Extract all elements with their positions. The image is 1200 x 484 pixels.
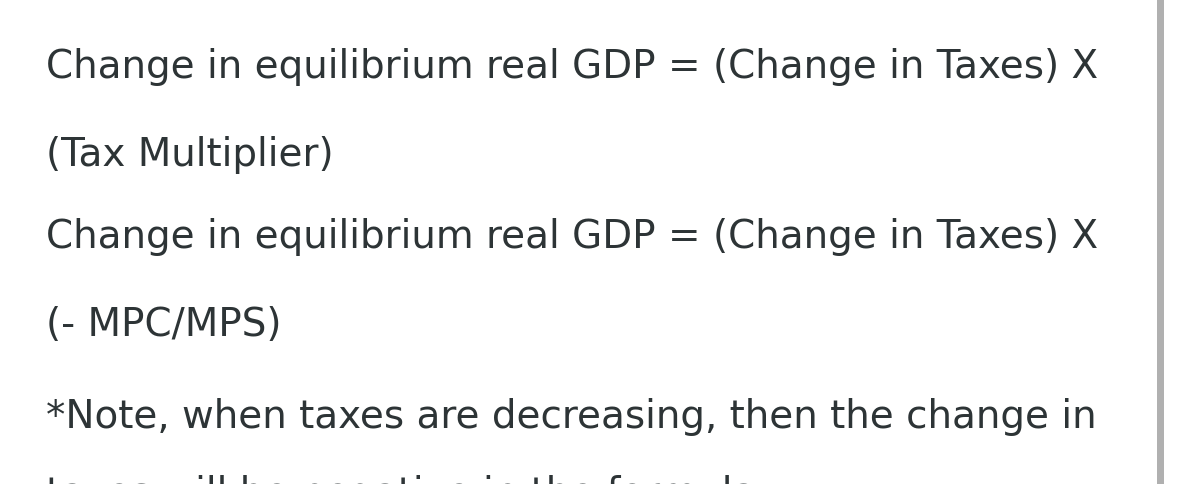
- Text: *Note, when taxes are decreasing, then the change in: *Note, when taxes are decreasing, then t…: [46, 397, 1097, 435]
- Text: (- MPC/MPS): (- MPC/MPS): [46, 305, 281, 343]
- Text: (Tax Multiplier): (Tax Multiplier): [46, 136, 334, 173]
- Text: taxes will be negative in the formula.: taxes will be negative in the formula.: [46, 474, 768, 484]
- FancyBboxPatch shape: [1157, 0, 1164, 484]
- Text: Change in equilibrium real GDP = (Change in Taxes) X: Change in equilibrium real GDP = (Change…: [46, 48, 1098, 86]
- Text: Change in equilibrium real GDP = (Change in Taxes) X: Change in equilibrium real GDP = (Change…: [46, 218, 1098, 256]
